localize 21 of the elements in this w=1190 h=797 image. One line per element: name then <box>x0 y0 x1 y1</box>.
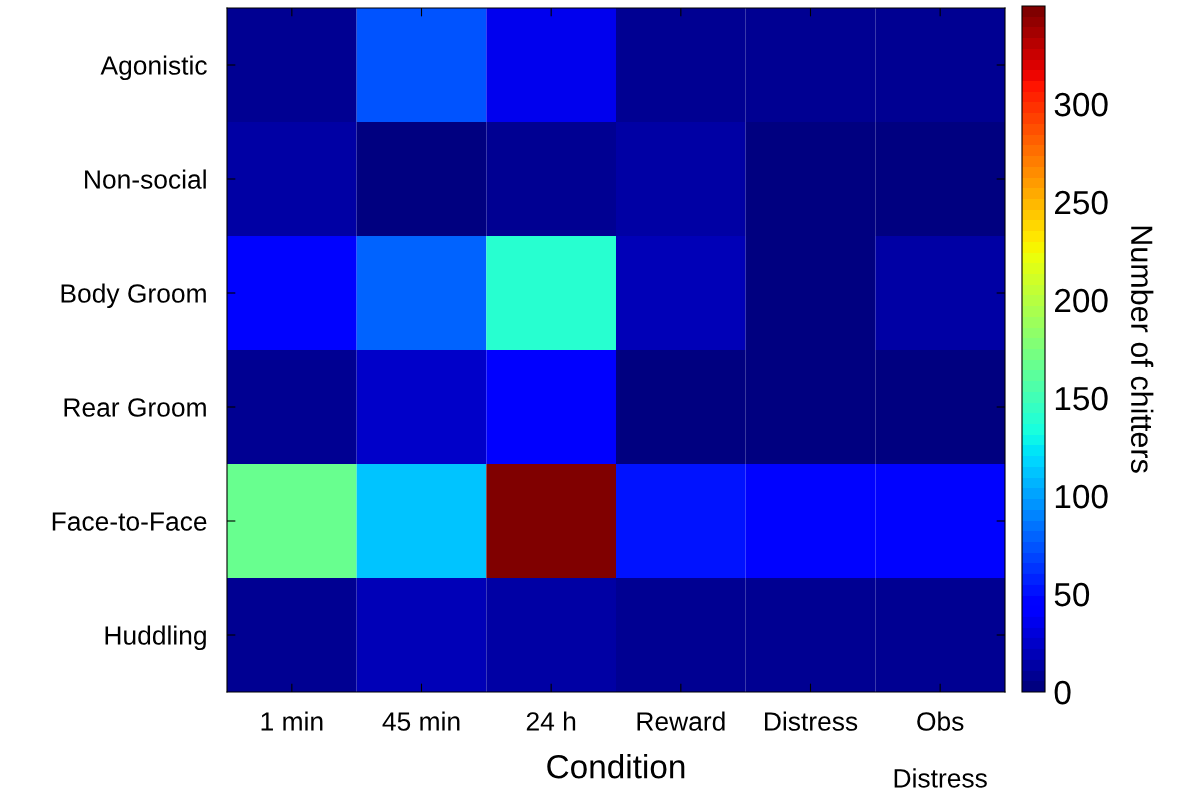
color-bar-label: 200 <box>1055 288 1108 313</box>
y-tick-label: Rear Groom <box>64 398 206 417</box>
color-bar-label: 300 <box>1054 92 1108 117</box>
y-tick-label: Non-social <box>85 169 206 189</box>
x-tick-label: Distress <box>765 711 858 731</box>
x-axis-title: Condition <box>547 754 685 779</box>
color-bar-label: 50 <box>1054 582 1090 607</box>
y-tick-label: Face-to-Face <box>52 512 207 531</box>
color-bar-title: Number of chitters <box>1130 226 1154 473</box>
color-bar-label: 150 <box>1055 386 1108 411</box>
color-bar-label: 0 <box>1054 680 1071 705</box>
x-tick-label: 1 min <box>261 711 323 731</box>
x-tick-label: 45 min <box>382 711 460 731</box>
color-bar-label: 100 <box>1055 484 1108 509</box>
y-tick-label: Agonistic <box>100 55 207 81</box>
category-label: Obs Distress <box>894 711 987 788</box>
y-tick-label: Huddling <box>105 625 206 651</box>
y-tick-label: Body Groom <box>61 283 206 309</box>
x-tick-label: 24 h <box>526 711 576 731</box>
color-bar-label: 250 <box>1055 190 1108 215</box>
x-tick-label: Reward <box>637 711 725 731</box>
